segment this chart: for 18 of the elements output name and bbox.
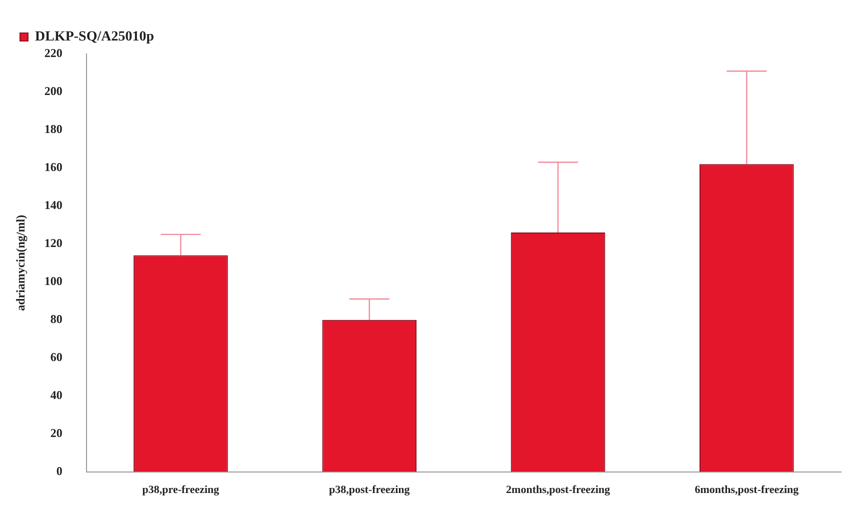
legend-label: DLKP-SQ/A25010p: [35, 30, 154, 45]
x-tick-label: 6months,post-freezing: [694, 484, 800, 496]
y-tick-label: 160: [44, 160, 62, 174]
y-tick-label: 0: [56, 464, 62, 478]
x-tick-label: 2months,post-freezing: [506, 484, 611, 496]
y-tick-label: 80: [50, 312, 62, 326]
x-tick-label: p38,pre-freezing: [142, 484, 220, 496]
y-tick-label: 140: [44, 198, 62, 212]
y-tick-label: 40: [50, 388, 62, 402]
x-tick-label: p38,post-freezing: [328, 484, 410, 496]
y-tick-label: 120: [44, 236, 62, 250]
y-tick-label: 60: [50, 350, 62, 364]
y-tick-label: 200: [44, 84, 62, 98]
y-tick-label: 100: [44, 274, 62, 288]
y-tick-label: 20: [50, 426, 62, 440]
y-axis-title: adriamycin(ng/ml): [13, 214, 28, 311]
y-tick-label: 180: [44, 122, 62, 136]
y-tick-label: 220: [44, 46, 62, 60]
